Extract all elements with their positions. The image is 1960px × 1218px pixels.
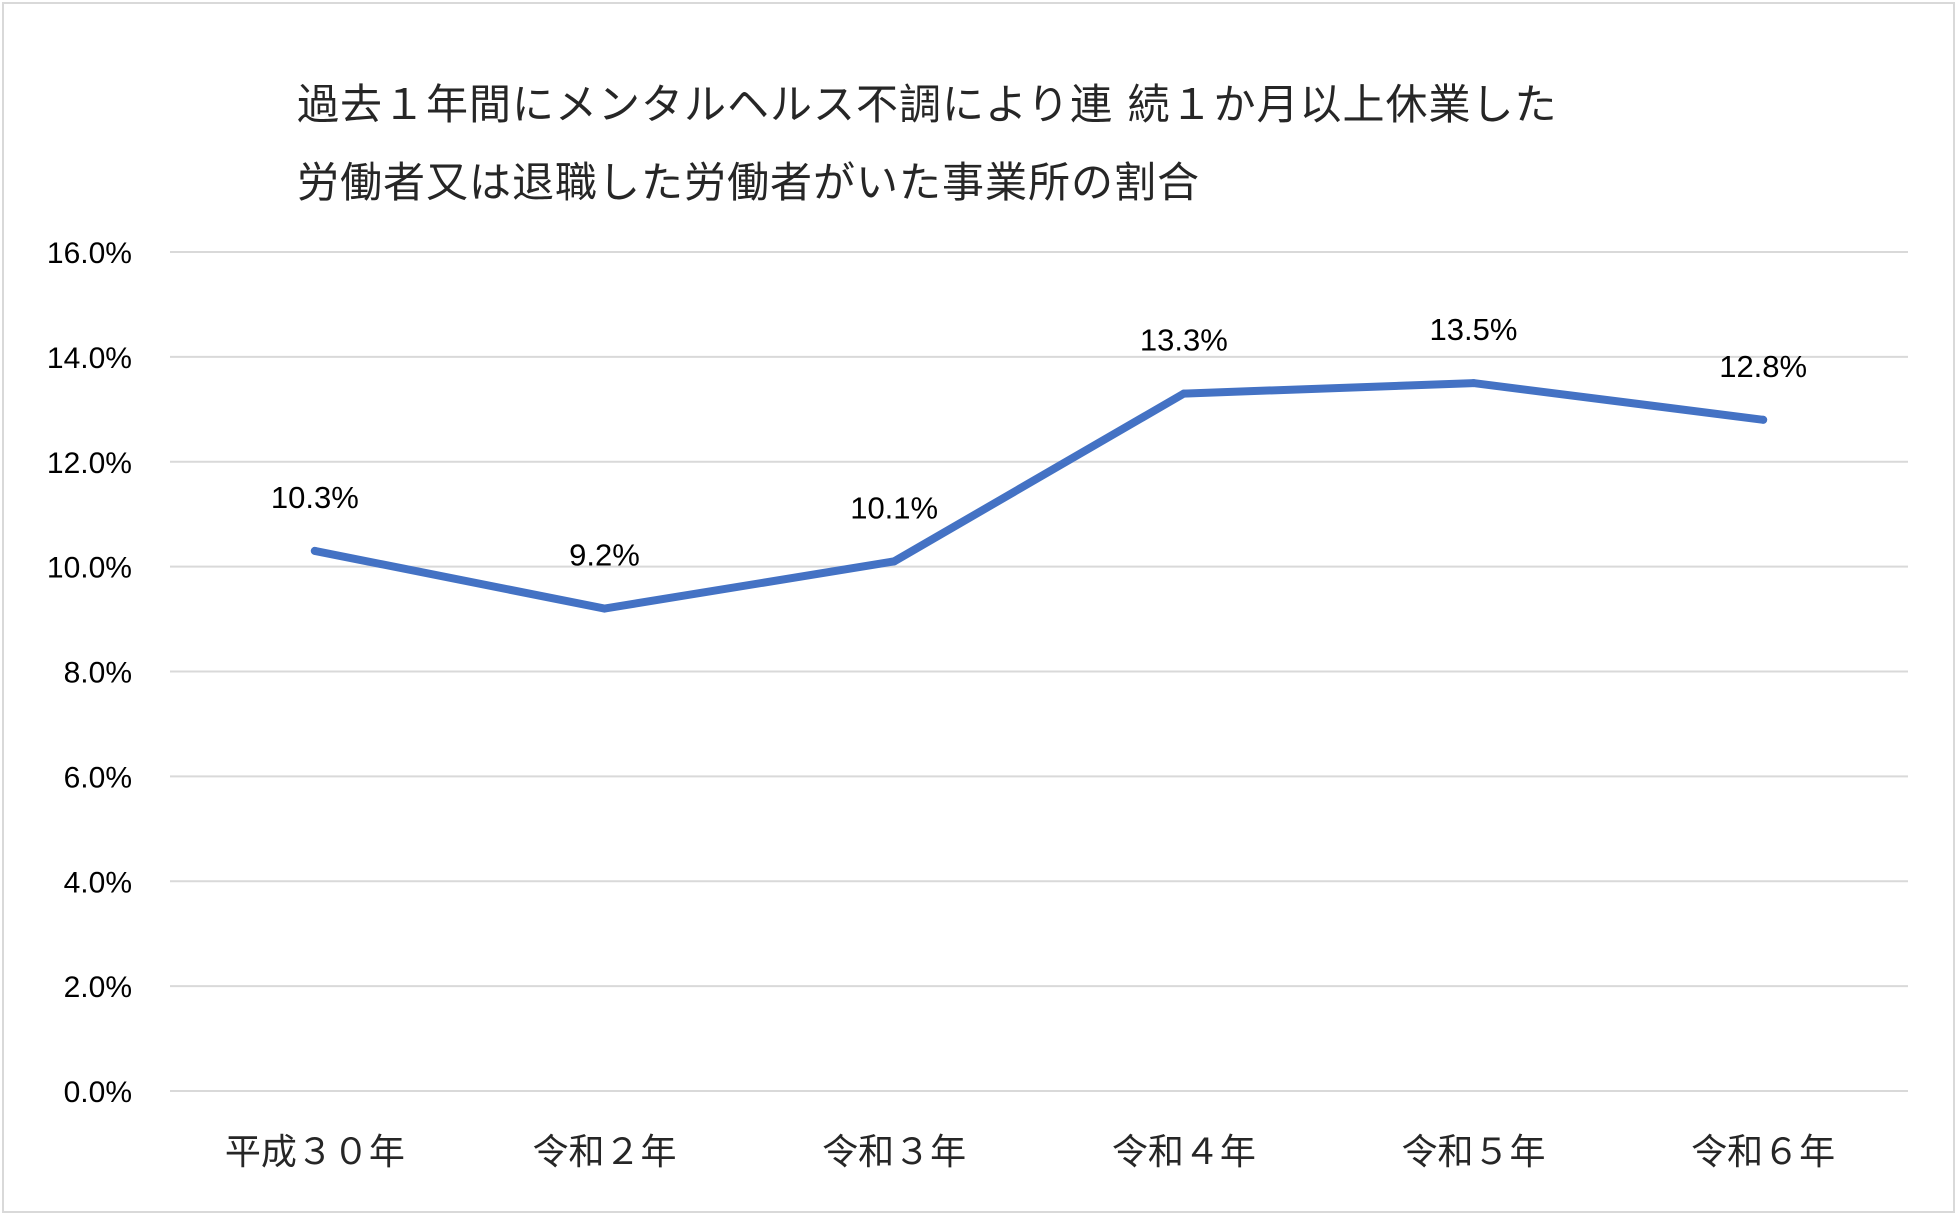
data-label: 13.3% [1140,323,1228,358]
x-tick-label: 令和３年 [822,1132,966,1173]
y-tick-label: 4.0% [64,866,132,899]
x-tick-label: 令和４年 [1112,1132,1256,1173]
y-tick-label: 6.0% [64,761,132,794]
chart-title-line-1: 過去１年間にメンタルヘルス不調により連 続１か月以上休業した [297,80,1558,129]
x-tick-label: 令和２年 [532,1132,676,1173]
y-axis-ticks: 0.0% 2.0% 4.0% 6.0% 8.0% 10.0% 12.0% 14.0% 16.0% [47,237,132,1109]
data-label: 10.3% [271,480,359,515]
series-line [310,379,1768,613]
data-point [310,546,319,555]
y-tick-label: 2.0% [64,971,132,1004]
y-tick-label: 8.0% [64,657,132,690]
x-tick-label: 令和５年 [1401,1132,1545,1173]
data-label: 9.2% [569,538,640,573]
chart-title: 過去１年間にメンタルヘルス不調により連 続１か月以上休業した 労働者又は退職した… [297,66,1558,222]
y-tick-label: 14.0% [47,342,132,375]
y-tick-label: 16.0% [47,237,132,270]
y-tick-label: 0.0% [64,1076,132,1109]
data-point [600,604,609,613]
data-point [890,557,899,566]
data-point [1759,415,1768,424]
data-label: 12.8% [1719,349,1807,384]
data-label: 10.1% [850,490,938,525]
y-tick-label: 12.0% [47,447,132,480]
y-tick-label: 10.0% [47,552,132,585]
gridlines [170,251,1908,1092]
data-point [1469,379,1478,388]
data-labels: 10.3% 9.2% 10.1% 13.3% 13.5% 12.8% [271,312,1807,572]
series-line-group [310,379,1768,613]
chart-title-line-2: 労働者又は退職した労働者がいた事業所の割合 [297,158,1201,207]
x-axis-ticks: 平成３０年 令和２年 令和３年 令和４年 令和５年 令和６年 [225,1132,1835,1173]
data-point [1179,389,1188,398]
x-tick-label: 令和６年 [1691,1132,1835,1173]
data-label: 13.5% [1430,312,1518,347]
x-tick-label: 平成３０年 [225,1132,405,1173]
